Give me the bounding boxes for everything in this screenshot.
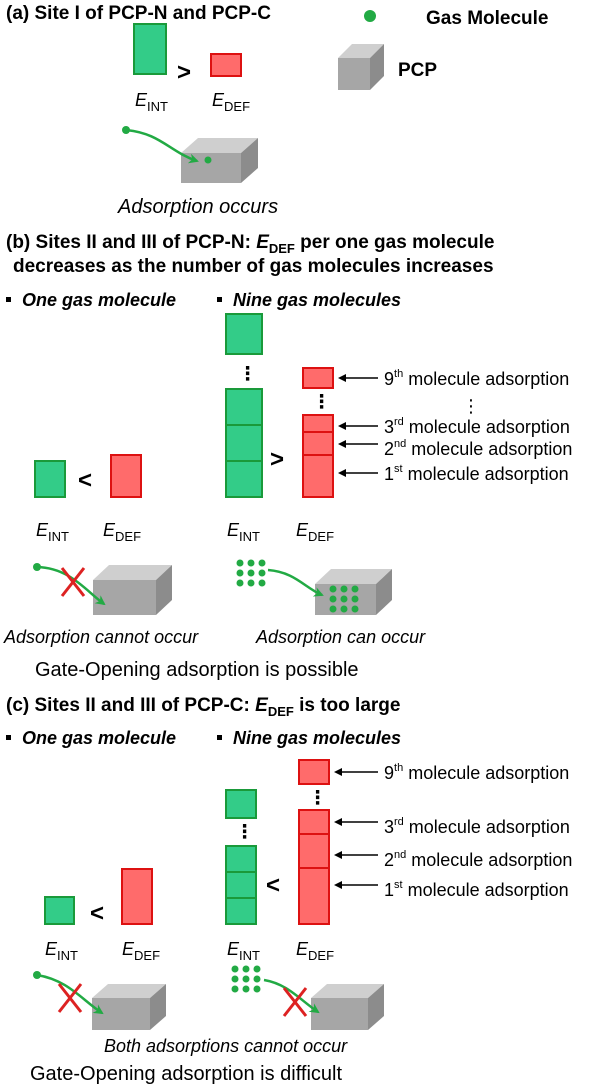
b-right-path-arrow <box>267 568 324 597</box>
gray-box-icon <box>338 44 384 90</box>
c-bullet-left <box>6 735 11 740</box>
b-nine-eint-label: EINT <box>227 520 260 544</box>
b-ann-1st: 1st molecule adsorption <box>384 463 569 484</box>
b-nine-edef-top <box>302 367 334 389</box>
b-caption-left: Adsorption cannot occur <box>3 627 199 647</box>
c-one-eint-bar <box>44 896 75 925</box>
c-ann-9th: 9th molecule adsorption <box>384 762 569 783</box>
c-ann-3rd: 3rd molecule adsorption <box>384 816 570 837</box>
c-one-edef-bar <box>121 868 153 925</box>
b-label-one: One gas molecule <box>22 290 176 310</box>
c-label-one: One gas molecule <box>22 728 176 748</box>
a-eint-label: EINT <box>135 90 168 114</box>
c-lt-sign-nine: < <box>266 872 280 899</box>
b-ann-3rd: 3rd molecule adsorption <box>384 416 570 437</box>
b-bullet-right <box>217 297 222 302</box>
c-nine-gas-cluster <box>231 965 261 993</box>
c-eint-dots: ⋮ <box>235 822 254 843</box>
a-edef-bar <box>210 53 242 77</box>
c-nine-edef-label: EDEF <box>296 939 334 963</box>
c-lt-sign: < <box>90 900 104 927</box>
section-b-heading-line1: (b) Sites II and III of PCP-N: EDEF per … <box>6 232 494 256</box>
b-nine-gas-cluster <box>236 559 266 587</box>
c-one-edef-label: EDEF <box>122 939 160 963</box>
a-eint-bar <box>133 23 167 75</box>
c-conclusion: Gate-Opening adsorption is difficult <box>30 1063 342 1085</box>
c-edef-dots: ⋮ <box>308 788 327 809</box>
c-left-pcp-box <box>92 984 166 1030</box>
green-dot-icon <box>364 10 376 22</box>
c-ann-1st: 1st molecule adsorption <box>384 879 569 900</box>
a-pcp-box <box>181 138 258 183</box>
c-caption: Both adsorptions cannot occur <box>104 1036 348 1056</box>
b-edef-dots: ⋮ <box>312 392 331 413</box>
b-label-nine: Nine gas molecules <box>233 290 401 310</box>
b-eint-dots: ⋮ <box>238 364 257 385</box>
section-b-heading-line2: decreases as the number of gas molecules… <box>13 256 494 277</box>
c-left-path-arrow <box>36 973 104 1015</box>
c-one-eint-label: EINT <box>45 939 78 963</box>
c-right-pcp-box <box>311 984 384 1030</box>
b-ann-2nd: 2nd molecule adsorption <box>384 438 572 459</box>
a-gt-sign: > <box>177 59 191 86</box>
a-caption: Adsorption occurs <box>117 196 278 218</box>
b-one-eint-label: EINT <box>36 520 69 544</box>
b-gt-sign: > <box>270 446 284 473</box>
c-label-nine: Nine gas molecules <box>233 728 401 748</box>
b-nine-edef-label: EDEF <box>296 520 334 544</box>
c-nine-eint-stack <box>225 845 257 925</box>
b-left-pcp-box <box>93 565 172 615</box>
b-nine-eint-top <box>225 313 263 355</box>
legend-gas-molecule: Gas Molecule <box>426 8 549 29</box>
b-ann-ellipsis: ⋮ <box>462 396 480 416</box>
b-ann-9th: 9th molecule adsorption <box>384 368 569 389</box>
b-lt-sign: < <box>78 467 92 494</box>
c-nine-eint-label: EINT <box>227 939 260 963</box>
b-one-edef-label: EDEF <box>103 520 141 544</box>
b-conclusion: Gate-Opening adsorption is possible <box>35 659 359 681</box>
c-nine-edef-top <box>298 759 330 785</box>
b-bullet-left <box>6 297 11 302</box>
c-right-path-arrow <box>263 978 320 1014</box>
red-x-icon <box>57 983 83 1013</box>
b-caption-right: Adsorption can occur <box>255 627 426 647</box>
b-one-eint-bar <box>34 460 66 498</box>
section-c-heading: (c) Sites II and III of PCP-C: EDEF is t… <box>6 695 400 719</box>
a-path-arrow <box>125 128 199 164</box>
legend-pcp: PCP <box>398 60 437 81</box>
b-nine-eint-stack <box>225 388 263 498</box>
a-adsorbed-molecule <box>204 156 212 164</box>
b-one-edef-bar <box>110 454 142 498</box>
c-nine-eint-top <box>225 789 257 819</box>
section-a-heading: (a) Site I of PCP-N and PCP-C <box>6 3 271 24</box>
c-ann-2nd: 2nd molecule adsorption <box>384 849 572 870</box>
c-bullet-right <box>217 735 222 740</box>
red-x-icon <box>60 567 86 597</box>
b-adsorbed-cluster <box>329 585 359 613</box>
a-edef-label: EDEF <box>212 90 250 114</box>
red-x-icon <box>282 987 308 1017</box>
